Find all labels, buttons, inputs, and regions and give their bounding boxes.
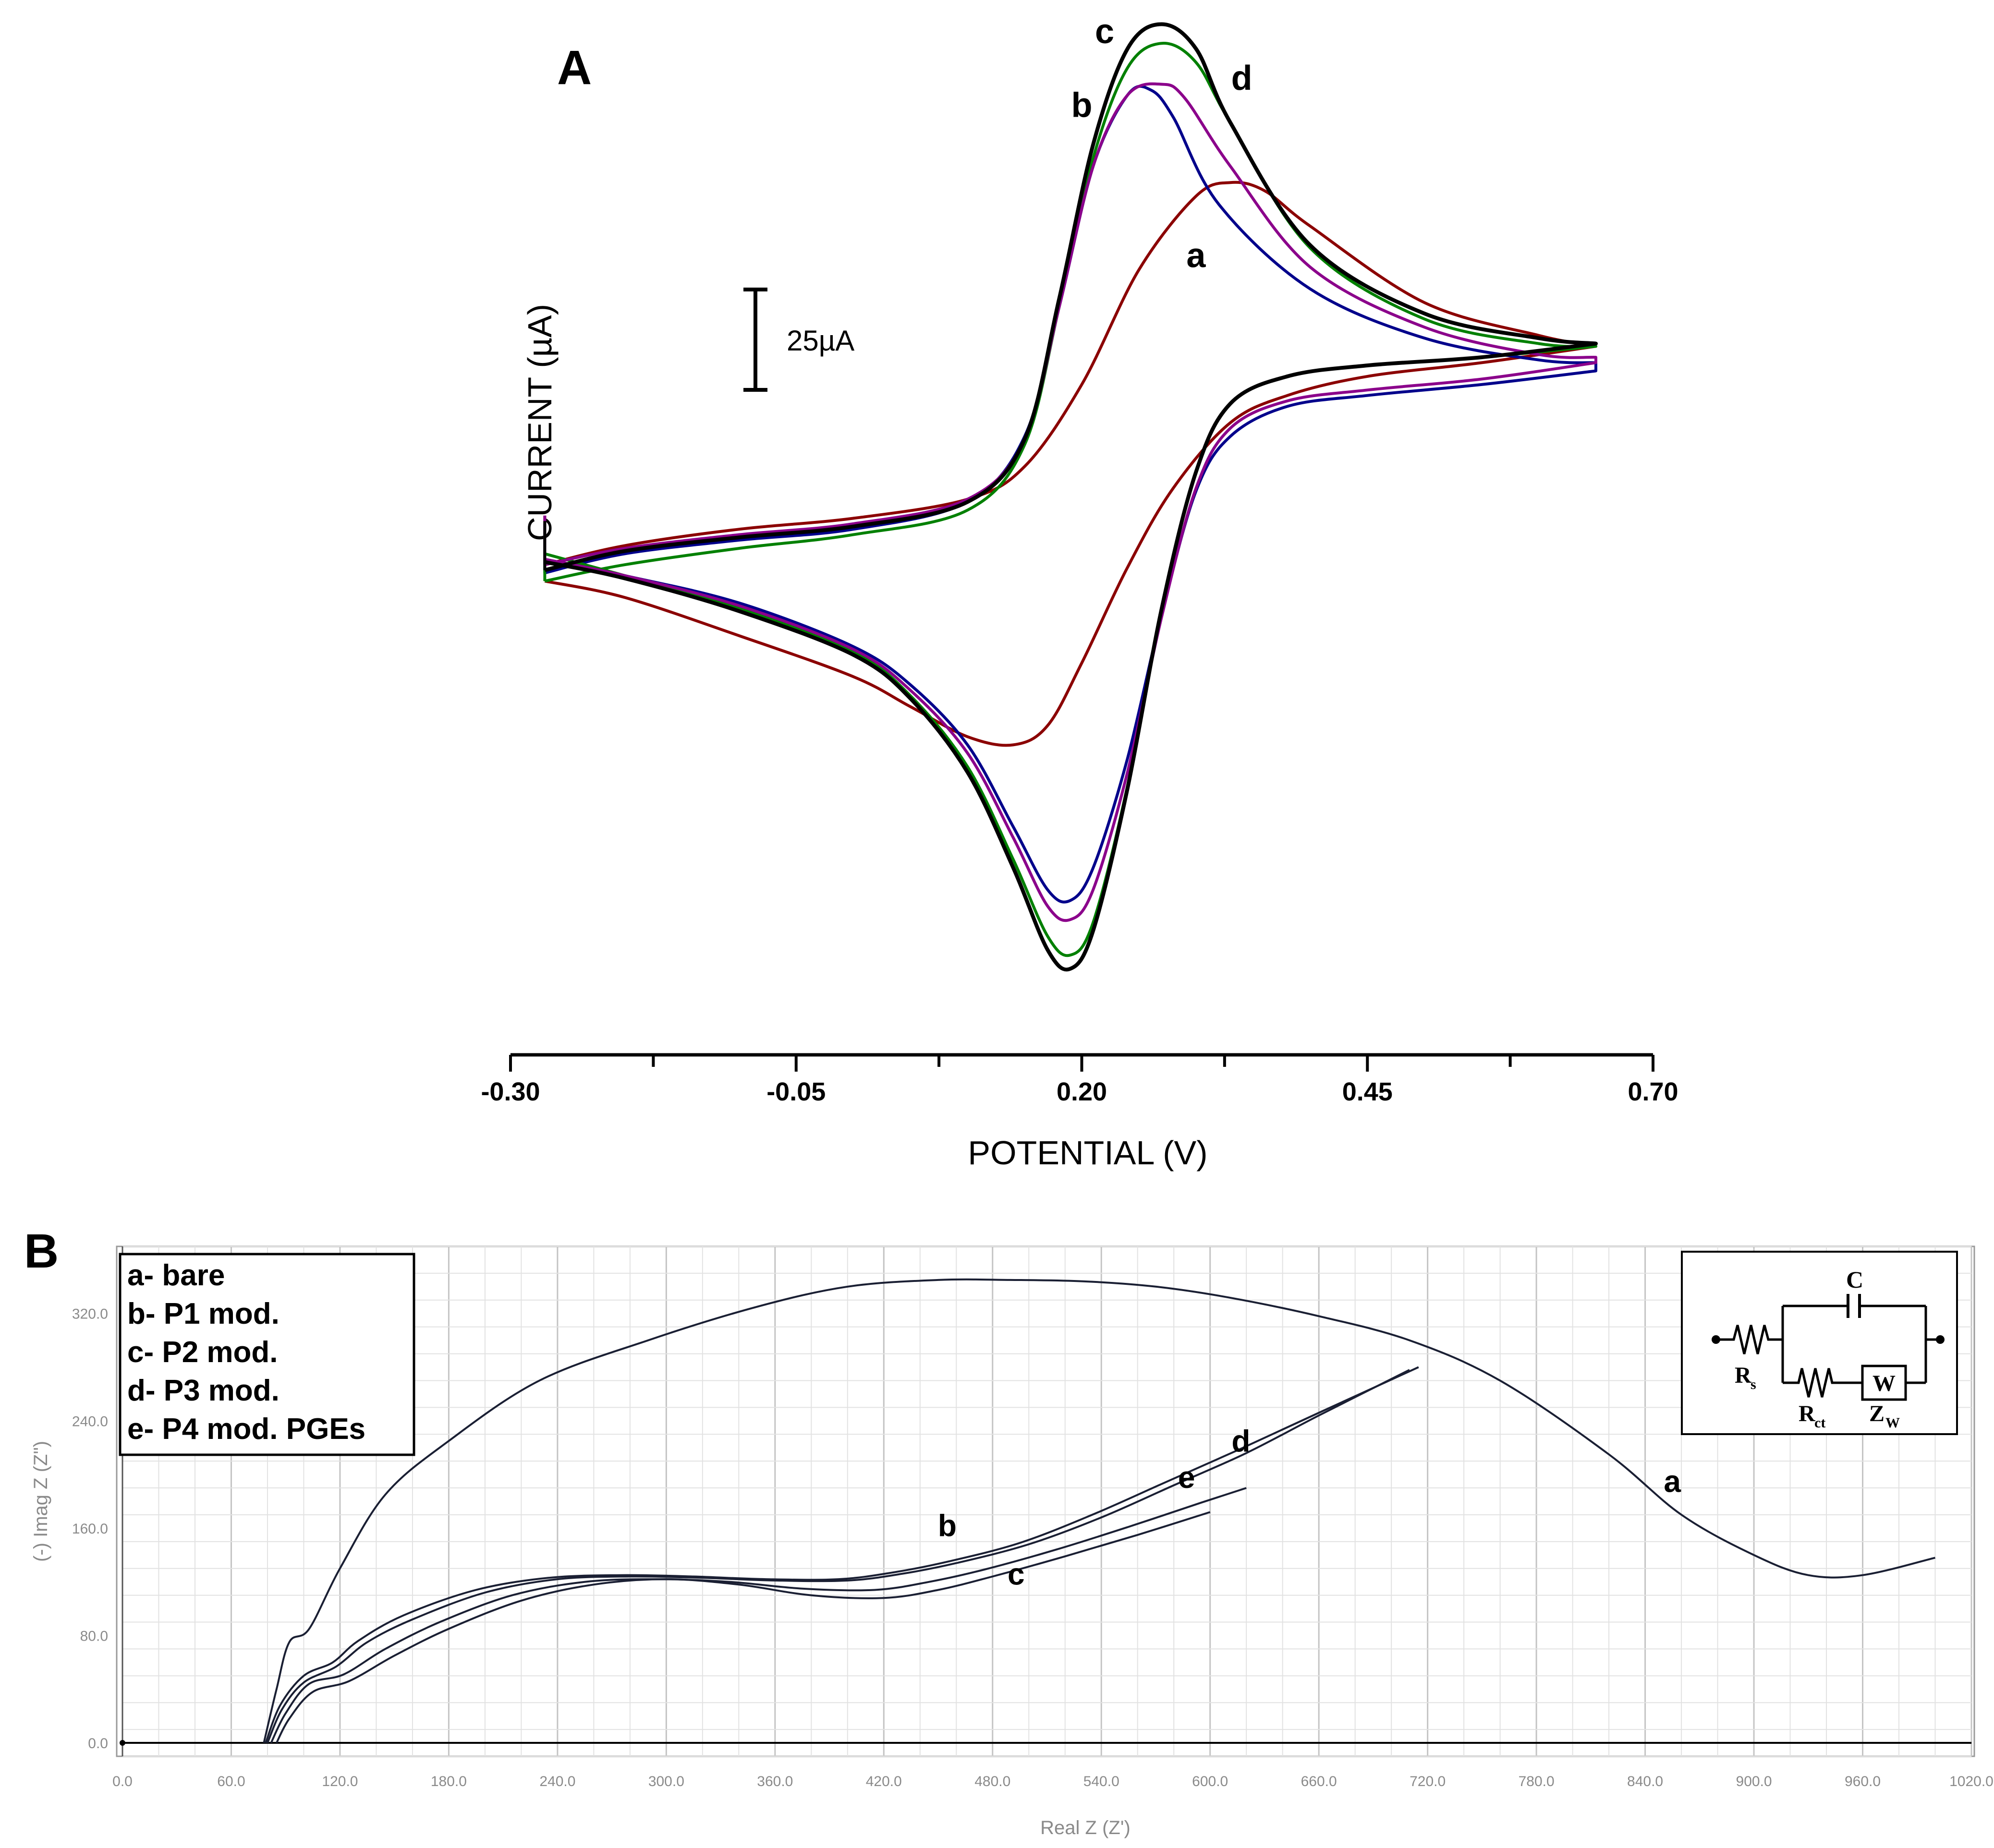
warburg-element-box	[1861, 1365, 1907, 1401]
panel-b-axes: 0.0 60.0 120.0 180.0 240.0 300.0 360.0 420.0 480…	[72, 1246, 1994, 1789]
cv-curve-label: b	[1071, 86, 1093, 125]
cv-curve-label: a	[1186, 236, 1206, 275]
x-tick-label: 780.0	[1519, 1774, 1555, 1789]
capacitor-label: C	[1846, 1266, 1863, 1293]
x-tick-label: 1020.0	[1949, 1774, 1994, 1789]
x-tick-label: 960.0	[1845, 1774, 1881, 1789]
x-tick-label: 0.20	[1057, 1077, 1107, 1106]
cv-curve-label: d	[1231, 59, 1252, 97]
resistor-rs-label: R	[1735, 1363, 1752, 1388]
x-tick-label: 600.0	[1192, 1774, 1228, 1789]
y-tick-label: 240.0	[72, 1413, 108, 1429]
nyquist-curve-e	[270, 1487, 1247, 1743]
x-tick-label: 660.0	[1301, 1774, 1337, 1789]
cv-curve-label: c	[1095, 12, 1114, 51]
panel-b-legend: a- bare b- P1 mod. c- P2 mod. d- P3 mod.…	[119, 1253, 415, 1456]
panel-a-label: A	[557, 41, 592, 95]
legend-box	[119, 1253, 415, 1456]
circuit-branch-right	[1924, 1306, 1940, 1383]
capacitor-symbol	[1847, 1294, 1861, 1318]
cv-curve-b	[544, 85, 1597, 904]
x-tick-label: 420.0	[866, 1774, 902, 1789]
x-tick-label: 720.0	[1410, 1774, 1446, 1789]
x-tick-label: 540.0	[1083, 1774, 1119, 1789]
x-tick-label: 480.0	[974, 1774, 1010, 1789]
nyquist-curve-label: b	[938, 1509, 957, 1543]
resistor-rct-subscript: ct	[1814, 1415, 1825, 1431]
panel-b-x-axis-label: Real Z (Z')	[1040, 1817, 1131, 1838]
x-tick-label: 840.0	[1627, 1774, 1663, 1789]
panel-b-label: B	[24, 1224, 59, 1278]
scale-bar-label: 25µA	[787, 325, 854, 357]
panel-a-x-axis-label: POTENTIAL (V)	[968, 1134, 1207, 1172]
nyquist-curve-b	[267, 1369, 1410, 1743]
resistor-rct-label: R	[1799, 1401, 1816, 1426]
scale-bar: 25µA	[743, 288, 854, 392]
x-tick-label: 120.0	[322, 1774, 358, 1789]
x-tick-label: 0.45	[1342, 1077, 1393, 1106]
x-tick-label: -0.05	[766, 1077, 826, 1106]
nyquist-curve-label: d	[1231, 1424, 1250, 1459]
x-tick-label: 900.0	[1736, 1774, 1772, 1789]
nyquist-curve-label: c	[1008, 1557, 1025, 1591]
cv-curve-a	[544, 181, 1597, 747]
x-tick-label: 0.0	[112, 1774, 133, 1789]
nyquist-curve-label: e	[1178, 1460, 1195, 1495]
panel-b: B 0.0 60.0 120.0 180.0 240.0 300.0 360.0 420.0 4…	[24, 1224, 1994, 1838]
panel-b-y-axis-label: (-) Imag Z (Z")	[30, 1441, 51, 1562]
x-tick-label: 0.70	[1628, 1077, 1678, 1106]
legend-entry: c- P2 mod.	[127, 1336, 278, 1369]
panel-b-curve-labels: a b c d e	[938, 1424, 1681, 1592]
nyquist-curve-label: a	[1664, 1464, 1681, 1498]
panel-a-y-axis-label: CURRENT (µA)	[521, 304, 559, 541]
x-tick-label: 360.0	[757, 1774, 793, 1789]
nyquist-curve-d	[265, 1366, 1419, 1743]
cv-curve-label: e	[1152, 0, 1171, 2]
legend-entry: d- P3 mod.	[127, 1374, 280, 1407]
origin-marker	[120, 1740, 125, 1746]
panel-a: A CURRENT (µA) 25µA -0.30 -0.05 0.20 0.45 0.…	[481, 0, 1678, 1172]
resistor-rct-symbol	[1783, 1368, 1862, 1398]
y-tick-label: 0.0	[88, 1736, 108, 1751]
panel-a-x-axis: -0.30 -0.05 0.20 0.45 0.70	[481, 1053, 1678, 1106]
circuit-inset-box	[1681, 1251, 1958, 1435]
resistor-rs-subscript: s	[1751, 1377, 1756, 1392]
panel-a-curve-labels: a bc d e	[1071, 0, 1252, 275]
x-tick-label: 240.0	[539, 1774, 575, 1789]
panel-a-curves	[543, 22, 1598, 972]
warburg-impedance-label: Z	[1869, 1401, 1885, 1426]
cv-curve-e	[544, 22, 1598, 972]
warburg-impedance-subscript: W	[1885, 1415, 1900, 1431]
y-tick-label: 160.0	[72, 1521, 108, 1537]
y-tick-label: 80.0	[80, 1628, 108, 1644]
cv-curve-d	[544, 82, 1597, 922]
panel-b-curves	[263, 1278, 1935, 1744]
circuit-inset: C R s R ct W Z W	[1681, 1251, 1958, 1435]
x-tick-label: 300.0	[648, 1774, 684, 1789]
legend-entry: e- P4 mod. PGEs	[127, 1413, 365, 1446]
x-tick-label: -0.30	[481, 1077, 540, 1106]
legend-entry: b- P1 mod.	[127, 1297, 280, 1330]
y-tick-label: 320.0	[72, 1306, 108, 1322]
nyquist-curve-a	[263, 1278, 1935, 1743]
warburg-element-label: W	[1872, 1371, 1896, 1396]
x-tick-label: 60.0	[217, 1774, 245, 1789]
cv-curve-c	[544, 42, 1597, 957]
resistor-rs-symbol	[1716, 1325, 1783, 1354]
x-tick-label: 180.0	[431, 1774, 467, 1789]
legend-entry: a- bare	[127, 1259, 225, 1292]
